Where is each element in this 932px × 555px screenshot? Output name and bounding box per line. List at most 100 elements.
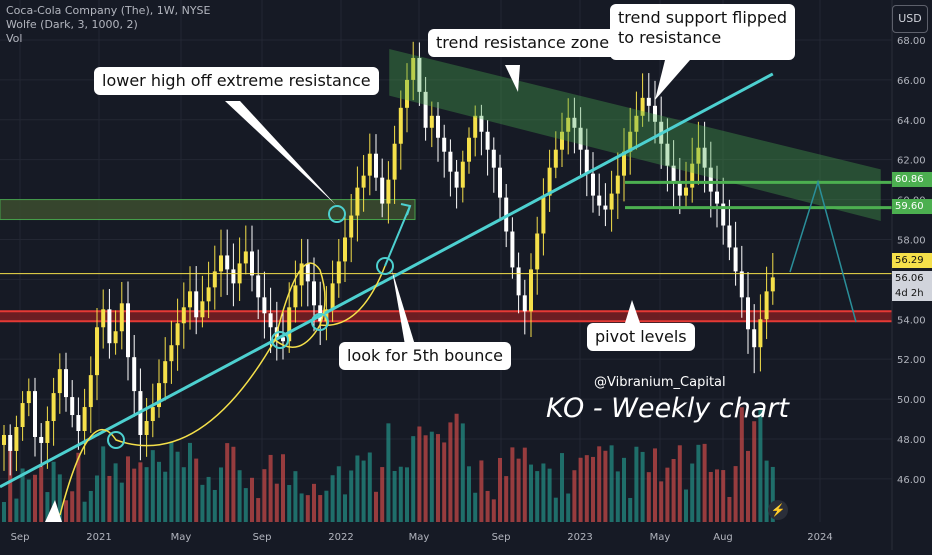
volume-bar xyxy=(572,470,577,522)
volume-bar xyxy=(200,484,205,522)
volume-bar xyxy=(436,434,440,522)
candle-body xyxy=(671,165,676,184)
y-tick-label: 50.00 xyxy=(897,395,926,406)
volume-bar xyxy=(88,490,93,522)
volume-bar xyxy=(26,479,31,522)
candle-body xyxy=(119,303,124,332)
y-tick-label: 68.00 xyxy=(897,36,926,47)
volume-bar xyxy=(727,496,732,522)
candle-body xyxy=(293,285,298,308)
candle-body xyxy=(584,149,589,174)
volume-bar xyxy=(646,472,651,522)
volume-bar xyxy=(132,468,137,522)
y-tick-label: 66.00 xyxy=(897,76,926,87)
candle-body xyxy=(88,375,93,408)
volume-bar xyxy=(76,452,81,522)
candle-body xyxy=(442,137,447,152)
volume-bar xyxy=(380,467,385,522)
bounce-circle xyxy=(107,431,125,449)
candle-body xyxy=(597,195,602,206)
candle-body xyxy=(491,149,496,168)
y-tick-label: 58.00 xyxy=(897,235,926,246)
x-tick-label: 2022 xyxy=(328,532,353,543)
volume-bar xyxy=(665,467,670,522)
candle-body xyxy=(603,205,608,210)
volume-bar xyxy=(33,474,37,522)
callout-trend-flip: trend support flipped to resistance xyxy=(610,4,796,60)
candle-body xyxy=(51,393,56,422)
volume-bar xyxy=(640,451,645,522)
candle-body xyxy=(150,407,155,422)
volume-bar xyxy=(293,471,298,522)
volume-bar xyxy=(14,498,19,522)
candle-body xyxy=(715,191,719,204)
callout-pointer-trend-flip xyxy=(655,60,690,100)
candle-body xyxy=(132,357,137,392)
candle-body xyxy=(299,263,304,286)
candle-body xyxy=(386,179,391,204)
volume-bar xyxy=(715,469,719,522)
candle-body xyxy=(460,161,465,188)
replay-lightning-icon[interactable]: ⚡ xyxy=(768,500,788,520)
candle-body xyxy=(746,297,750,330)
volume-bar xyxy=(721,470,726,522)
candle-body xyxy=(572,117,577,128)
volume-bar xyxy=(671,458,676,522)
volume-bar xyxy=(578,457,583,522)
x-tick-label: May xyxy=(650,532,671,543)
candle-body xyxy=(107,309,112,344)
volume-bar xyxy=(429,431,434,522)
candle-body xyxy=(708,167,713,192)
x-tick-label: 2024 xyxy=(807,532,832,543)
volume-bar xyxy=(150,450,155,522)
candle-body xyxy=(324,309,329,322)
callout-pointer-trend-zone xyxy=(505,65,520,92)
volume-bar xyxy=(566,493,571,522)
candle-body xyxy=(758,319,763,348)
callout-pivot-levels: pivot levels xyxy=(587,323,695,351)
candle-body xyxy=(504,197,509,232)
volume-bar xyxy=(634,446,639,522)
volume-bar xyxy=(454,413,459,522)
volume-bar xyxy=(70,491,75,522)
candle-body xyxy=(628,131,633,152)
x-tick-label: Aug xyxy=(713,532,733,543)
currency-button[interactable]: USD xyxy=(892,5,928,33)
volume-bar xyxy=(609,445,614,522)
volume-bar xyxy=(355,455,360,522)
volume-bar xyxy=(237,470,242,522)
y-tick-label: 62.00 xyxy=(897,156,926,167)
volume-bar xyxy=(45,492,50,522)
candle-body xyxy=(721,203,726,226)
volume-bar xyxy=(39,464,44,522)
volume-bar xyxy=(622,457,626,522)
volume-bar xyxy=(268,454,273,522)
volume-bar xyxy=(281,454,285,522)
candle-body xyxy=(752,329,757,348)
callout-pointer-pivot xyxy=(625,300,640,323)
candle-body xyxy=(33,391,37,437)
x-tick-label: May xyxy=(171,532,192,543)
wolfe-curve xyxy=(59,265,386,516)
x-tick-label: Sep xyxy=(492,532,511,543)
volume-bar xyxy=(615,471,620,522)
candle-body xyxy=(349,215,354,238)
volume-bar xyxy=(336,466,341,522)
candle-body xyxy=(8,434,13,451)
volume-bar xyxy=(51,461,56,522)
candle-body xyxy=(398,107,403,144)
volume-bar xyxy=(181,467,186,522)
y-tick-label: 48.00 xyxy=(897,435,926,446)
volume-bar xyxy=(367,452,372,522)
callout-pointer-lower-high xyxy=(225,101,336,205)
candle-body xyxy=(529,269,533,312)
candle-body xyxy=(14,427,19,451)
candle-body xyxy=(70,397,75,416)
volume-bar xyxy=(287,485,292,522)
candle-body xyxy=(200,301,205,318)
x-tick-label: May xyxy=(409,532,430,543)
bounce-circle xyxy=(271,331,289,349)
x-tick-label: Sep xyxy=(253,532,272,543)
